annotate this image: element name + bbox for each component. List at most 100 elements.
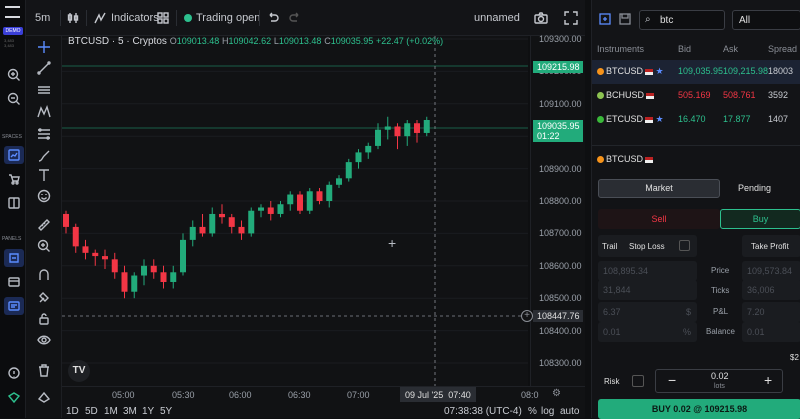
legend-l-label: L	[273, 36, 279, 46]
range-1m[interactable]: 1M	[104, 406, 118, 417]
fullscreen-icon[interactable]	[564, 0, 578, 36]
lots-value[interactable]: 0.02	[711, 371, 729, 381]
us-flag-icon	[645, 156, 654, 163]
candle-body	[170, 272, 177, 282]
instrument-spread: 3592	[768, 90, 789, 100]
pattern-icon[interactable]	[34, 103, 54, 121]
range-5d[interactable]: 5D	[85, 406, 98, 417]
sl-price-input[interactable]: 108,895.34	[598, 261, 697, 281]
drawing-toolbar	[26, 36, 62, 418]
panel-orders-icon[interactable]	[4, 297, 24, 315]
star-icon[interactable]: ★	[655, 114, 664, 124]
range-5y[interactable]: 5Y	[160, 406, 173, 417]
filter-select[interactable]: All	[732, 10, 800, 30]
indicators-button[interactable]: Indicators	[93, 0, 159, 36]
layouts-icon[interactable]	[156, 0, 170, 36]
undo-icon[interactable]	[266, 0, 280, 36]
lock-icon[interactable]	[34, 310, 54, 328]
stop-loss-checkbox[interactable]	[679, 240, 690, 251]
table-row[interactable]: BTCUSD ★ 109,035.95 109,215.98 18003	[592, 60, 800, 84]
chart-type-icon[interactable]	[66, 0, 80, 36]
price-tick: 109100.00	[539, 98, 582, 109]
table-header: Instruments Bid Ask Spread	[592, 38, 800, 62]
table-row[interactable]: BCHUSD 505.169 508.761 3592	[592, 84, 800, 108]
us-flag-icon	[645, 68, 654, 75]
tradingview-logo-icon: TV	[68, 360, 90, 382]
take-profit-label: Take Profit	[751, 242, 789, 251]
minus-icon[interactable]: −	[668, 372, 677, 388]
tab-pending[interactable]: Pending	[738, 183, 772, 193]
sl-ticks-input[interactable]: 31,844	[598, 280, 697, 300]
instruments-tab-icon[interactable]	[598, 12, 612, 26]
layout-name[interactable]: unnamed	[474, 12, 520, 24]
settings-gear-icon[interactable]: ⚙	[552, 388, 561, 399]
sell-button[interactable]: Sell	[598, 209, 720, 229]
price-tick: 108300.00	[539, 358, 582, 368]
fib-icon[interactable]	[34, 125, 54, 143]
range-1y[interactable]: 1Y	[142, 406, 155, 417]
brush-icon[interactable]	[34, 147, 54, 165]
search-input[interactable]: ⌕ btc	[639, 10, 725, 30]
candlestick-chart[interactable]	[62, 36, 528, 386]
lots-stepper[interactable]: − 0.02 lots +	[655, 369, 783, 393]
log-toggle[interactable]: log	[541, 406, 555, 417]
plus-icon[interactable]: +	[764, 372, 773, 388]
price-axis[interactable]: 109300.00109200.00109100.00109000.001089…	[530, 34, 585, 386]
legend-change: +22.47 (+0.02%)	[376, 36, 444, 46]
space-chart-icon[interactable]	[4, 146, 24, 164]
buy-order-button[interactable]: BUY 0.02 @ 109215.98	[598, 399, 800, 419]
tp-price-input[interactable]: 109,573.84	[742, 261, 800, 281]
zoom-out-icon[interactable]	[4, 90, 24, 108]
space-layout-icon[interactable]	[4, 194, 24, 212]
tp-balance-input[interactable]: 0.01	[742, 322, 800, 342]
trash-icon[interactable]	[34, 361, 54, 379]
stay-drawing-icon[interactable]	[34, 288, 54, 306]
zoom-tool-icon[interactable]	[34, 237, 54, 255]
buy-side-button[interactable]: Buy	[720, 209, 800, 229]
eye-icon[interactable]	[34, 331, 54, 349]
search-value: btc	[660, 15, 674, 26]
parallel-lines-icon[interactable]	[34, 81, 54, 99]
header-instruments: Instruments	[597, 44, 645, 54]
text-icon[interactable]	[34, 166, 54, 184]
candle-body	[375, 129, 381, 146]
chart-area[interactable]: BTCUSD · 5 · Cryptos O109013.48 H109042.…	[62, 36, 528, 386]
zoom-in-icon[interactable]	[4, 66, 24, 84]
sl-balance-input[interactable]: 0.01%	[598, 322, 697, 342]
space-cart-icon[interactable]	[4, 170, 24, 188]
crosshair-icon[interactable]	[34, 38, 54, 56]
tab-market[interactable]: Market	[598, 179, 720, 198]
timeframe-button[interactable]: 5m	[35, 12, 51, 24]
candle-body	[238, 226, 245, 234]
star-icon[interactable]: ★	[655, 66, 664, 76]
auto-toggle[interactable]: auto	[560, 406, 580, 417]
emoji-icon[interactable]	[34, 187, 54, 205]
time-axis[interactable]: 05:00 05:30 06:00 06:30 07:00 08:0 09 Ju…	[62, 386, 585, 403]
magnet-icon[interactable]	[34, 266, 54, 284]
trail-label[interactable]: Trail	[602, 242, 618, 251]
price-tick: 108700.00	[539, 228, 582, 239]
tp-pl-input[interactable]: 7.20	[742, 302, 800, 322]
redo-icon[interactable]	[288, 0, 302, 36]
candle-body	[111, 259, 118, 273]
us-flag-icon	[645, 116, 654, 123]
panel-instruments-icon[interactable]	[4, 249, 24, 267]
candle-body	[306, 191, 313, 211]
add-alert-icon[interactable]: +	[521, 310, 533, 322]
candle-body	[287, 194, 294, 205]
risk-checkbox[interactable]	[632, 375, 644, 387]
save-icon[interactable]	[618, 12, 632, 26]
trendline-icon[interactable]	[34, 59, 54, 77]
sl-pl-input[interactable]: 6.37 $	[598, 302, 697, 322]
tp-ticks-input[interactable]: 36,006	[742, 280, 800, 300]
help-icon[interactable]	[4, 364, 24, 382]
percent-toggle[interactable]: %	[528, 406, 537, 417]
range-1d[interactable]: 1D	[66, 406, 79, 417]
panel-history-icon[interactable]	[4, 273, 24, 291]
favorites-icon[interactable]	[34, 388, 54, 406]
screenshot-icon[interactable]	[534, 0, 548, 36]
table-row[interactable]: ETCUSD ★ 16.470 17.877 1407	[592, 108, 800, 132]
clock[interactable]: 07:38:38 (UTC-4)	[444, 406, 522, 417]
ruler-icon[interactable]	[34, 216, 54, 234]
range-3m[interactable]: 3M	[123, 406, 137, 417]
